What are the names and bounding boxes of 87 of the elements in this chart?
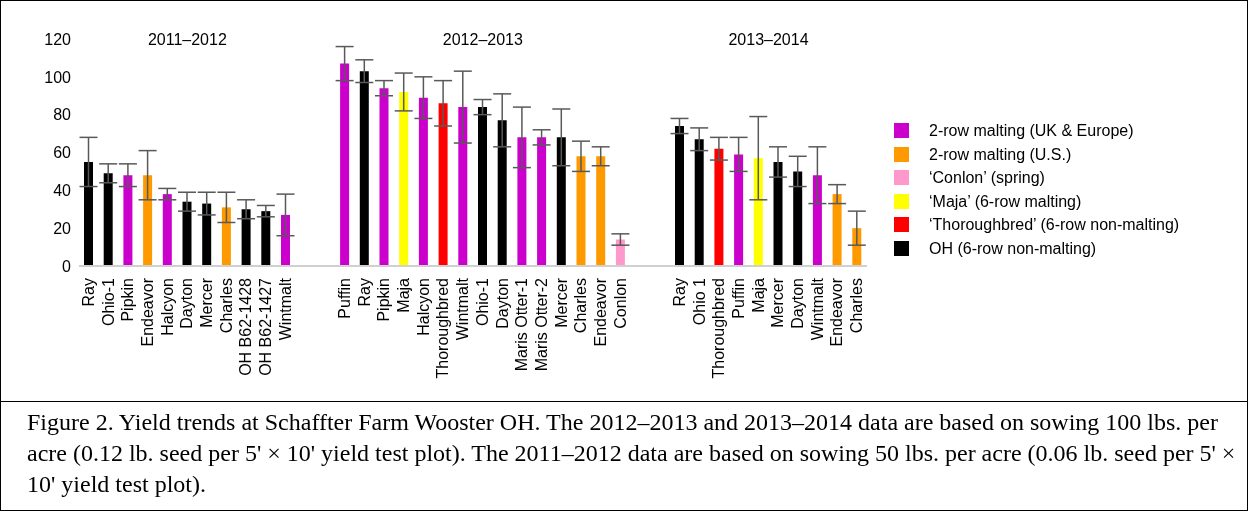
legend-label: 2-row malting (UK & Europe) [929, 121, 1134, 141]
bar [753, 158, 763, 266]
x-tick-label: Endeavor [828, 277, 846, 347]
x-tick-label: Conlon [611, 278, 629, 329]
y-tick-label: 120 [44, 30, 72, 48]
bar [694, 139, 704, 266]
x-tick-label: Wintmalt [276, 277, 294, 341]
bar [576, 156, 586, 266]
bar [497, 120, 507, 266]
x-tick-label: Charles [572, 278, 590, 334]
bar [418, 97, 428, 266]
bar [399, 91, 409, 266]
x-tick-label: Ray [355, 278, 373, 307]
bar [517, 137, 527, 266]
x-tick-label: Ray [79, 278, 97, 307]
x-tick-label: Maris Otter-2 [532, 277, 550, 372]
legend-label: OH (6-row non-malting) [929, 238, 1097, 259]
x-tick-label: Endeavor [592, 277, 610, 347]
y-tick-label: 80 [53, 106, 72, 124]
x-tick-label: Endeavor [138, 277, 156, 347]
bar [458, 107, 468, 266]
bar [261, 211, 271, 266]
x-tick-label: Maja [749, 277, 767, 313]
caption: Figure 2. Yield trends at Schaffter Farm Wooster OH. The 2012–2013 and 2013–2014 data are based on sowing 100 lbs. per acre (0.12 lb. seed per 5' × 10' yield test plot). The 2011–2012 data are based on sowing 50 lbs. per acre (0.06 lb. seed per 5' × 10' yield test plot). [27, 408, 1237, 499]
annotation: 2012–2013 [441, 31, 524, 49]
y-tick-label: 40 [53, 182, 72, 200]
x-tick-label: Thoroughbred [710, 278, 728, 379]
bar [734, 154, 744, 266]
x-tick-label: Dayton [178, 278, 196, 329]
x-tick-label: OH B62-1427 [257, 277, 275, 376]
x-tick-label: Mercer [198, 277, 216, 328]
x-tick-label: Charles [848, 278, 866, 334]
annotation: 2011–2012 [146, 31, 228, 49]
bar [379, 88, 389, 266]
x-tick-label: Wintmalt [454, 277, 472, 341]
y-tick-label: 60 [53, 144, 72, 162]
bar [596, 156, 606, 266]
x-tick-label: Ohio-1 [473, 277, 491, 327]
bar [714, 148, 724, 266]
x-tick-label: Charles [217, 278, 235, 334]
bar [202, 203, 212, 266]
bar [773, 161, 783, 266]
x-tick-label: Pipkin [375, 278, 393, 322]
bar [281, 214, 290, 266]
bar [359, 71, 369, 266]
y-tick-label: 20 [53, 219, 72, 237]
bar [793, 171, 803, 266]
bar [221, 207, 231, 266]
bar [103, 173, 113, 266]
bar [438, 103, 448, 266]
x-tick-label: Maja [395, 277, 413, 313]
bar [556, 137, 566, 266]
annotation: 2013–2014 [727, 31, 810, 49]
x-tick-label: Ohio-1 [99, 277, 117, 327]
bar [162, 194, 172, 266]
legend-label: ‘Conlon’ (spring) [929, 168, 1045, 188]
bar [812, 175, 822, 266]
bar [143, 175, 153, 266]
x-tick-label: OH B62-1428 [237, 277, 255, 376]
bar [182, 201, 192, 266]
x-tick-label: Halcyon [414, 278, 432, 336]
x-tick-label: Ohio 1 [690, 277, 708, 326]
legend-label: 2-row malting (U.S.) [929, 144, 1072, 165]
legend-label: ‘Thoroughbred’ (6-row non-malting) [929, 215, 1180, 235]
x-tick-label: Halcyon [158, 278, 176, 336]
bar [675, 126, 684, 266]
x-tick-label: Mercer [769, 277, 787, 328]
x-tick-label: Thoroughbred [434, 278, 452, 379]
x-tick-label: Maris Otter-1 [513, 277, 531, 372]
x-tick-label: Mercer [552, 277, 570, 328]
x-tick-label: Wintmalt [808, 277, 826, 341]
bar [537, 137, 547, 266]
x-tick-label: Puffin [729, 278, 747, 319]
bar [832, 194, 842, 266]
x-tick-label: Puffin [335, 278, 353, 319]
bar [340, 63, 350, 266]
bar [478, 107, 487, 266]
x-tick-label: Ray [670, 278, 688, 307]
x-tick-label: Pipkin [119, 278, 137, 322]
y-tick-label: 100 [44, 68, 72, 86]
x-tick-label: Dayton [789, 278, 807, 329]
bar [241, 209, 251, 266]
bar [123, 175, 133, 266]
legend-label: ‘Maja’ (6-row malting) [929, 191, 1082, 212]
x-tick-label: Dayton [493, 278, 511, 329]
y-tick-label: 0 [62, 257, 72, 275]
bar [84, 161, 93, 266]
